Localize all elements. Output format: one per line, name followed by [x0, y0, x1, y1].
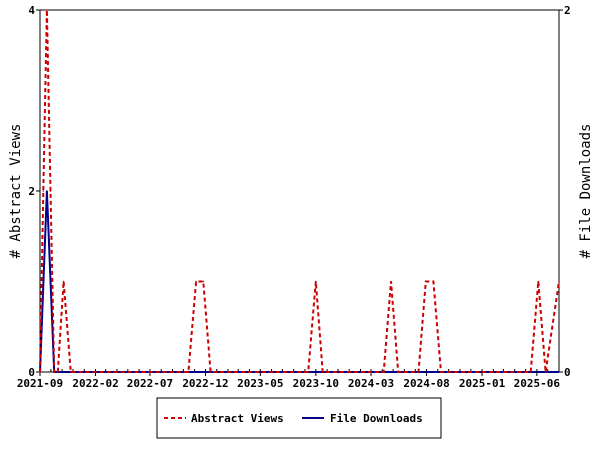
data-point-abstract-views	[187, 371, 190, 373]
x-tick-label: 2023-10	[293, 377, 339, 390]
data-point-abstract-views	[57, 371, 59, 373]
legend-label-file-downloads: File Downloads	[330, 412, 423, 425]
data-point-abstract-views	[70, 371, 72, 373]
x-tick-label: 2022-02	[72, 377, 118, 390]
data-point-abstract-views	[49, 190, 52, 192]
data-point-abstract-views	[417, 371, 420, 373]
data-point-abstract-views	[209, 371, 212, 373]
legend-box	[156, 397, 442, 439]
data-point-abstract-views	[39, 371, 41, 373]
data-point-abstract-views	[558, 280, 560, 283]
data-point-abstract-views	[529, 371, 532, 373]
left-y-ticks: 0 2 4	[28, 4, 40, 379]
data-point-abstract-views	[425, 280, 427, 283]
data-point-abstract-views	[202, 280, 205, 283]
x-tick-label: 2025-01	[459, 377, 506, 390]
left-y-tick-label: 0	[28, 366, 35, 379]
x-tick-label: 2024-08	[403, 377, 449, 390]
data-point-file-downloads	[46, 190, 48, 192]
x-tick-label: 2023-05	[237, 377, 283, 390]
x-tick-label: 2021-09	[17, 377, 63, 390]
series-layer	[39, 9, 560, 373]
data-point-abstract-views	[440, 371, 442, 373]
x-tick-label: 2025-06	[514, 377, 561, 390]
data-point-abstract-views	[544, 371, 547, 373]
right-axis-title: # File Downloads	[578, 124, 594, 259]
x-ticks: 2021-09 2022-02 2022-07 2022-12 2023-05 2023-…	[17, 369, 561, 390]
data-point-abstract-views	[432, 280, 435, 283]
left-y-tick-label: 4	[28, 4, 35, 17]
data-point-abstract-views	[390, 280, 392, 283]
right-y-tick-label: 0	[564, 366, 571, 379]
legend-label-abstract-views: Abstract Views	[191, 412, 284, 425]
data-point-abstract-views	[537, 280, 540, 283]
x-tick-label: 2022-12	[182, 377, 228, 390]
data-point-abstract-views	[46, 9, 48, 11]
x-tick-label: 2024-03	[348, 377, 394, 390]
data-point-file-downloads	[558, 371, 560, 373]
data-point-abstract-views	[321, 371, 324, 373]
data-point-abstract-views	[62, 280, 65, 283]
data-point-abstract-views	[195, 280, 197, 283]
data-point-abstract-views	[42, 190, 45, 192]
data-point-abstract-views	[397, 371, 400, 373]
data-point-abstract-views	[382, 371, 385, 373]
right-y-tick-label: 2	[564, 4, 571, 17]
left-axis-title: # Abstract Views	[8, 124, 24, 259]
legend: Abstract Views File Downloads	[156, 397, 442, 439]
data-point-abstract-views	[315, 280, 317, 283]
data-point-abstract-views	[53, 371, 55, 373]
left-y-tick-label: 2	[28, 185, 35, 198]
data-point-abstract-views	[307, 371, 310, 373]
x-tick-label: 2022-07	[127, 377, 173, 390]
